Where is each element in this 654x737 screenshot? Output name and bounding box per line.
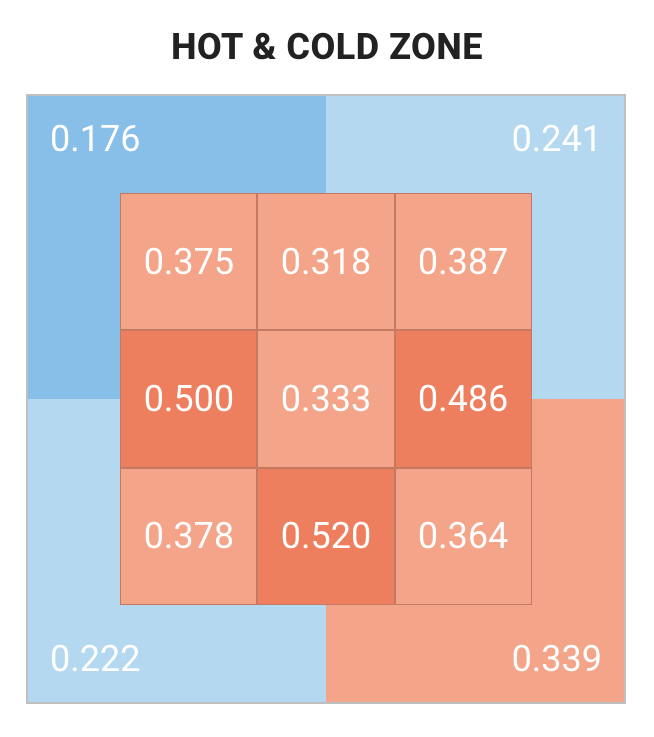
strike-zone-cell: 0.318: [257, 193, 394, 330]
strike-zone-cell: 0.333: [257, 330, 394, 467]
outer-zone-value: 0.241: [512, 118, 602, 160]
strike-zone-cell: 0.387: [395, 193, 532, 330]
strike-zone-cell: 0.364: [395, 468, 532, 605]
strike-zone-cell: 0.500: [120, 330, 257, 467]
hot-cold-zone-chart: 0.176 0.241 0.222 0.339 0.375 0.318 0.38…: [26, 94, 626, 704]
strike-zone-cell: 0.375: [120, 193, 257, 330]
strike-zone-grid: 0.375 0.318 0.387 0.500 0.333 0.486 0.37…: [120, 193, 531, 605]
chart-title: HOT & COLD ZONE: [26, 26, 628, 68]
outer-zone-value: 0.339: [512, 638, 602, 680]
strike-zone-cell: 0.486: [395, 330, 532, 467]
outer-zone-value: 0.176: [50, 118, 140, 160]
strike-zone-cell: 0.520: [257, 468, 394, 605]
outer-zone-value: 0.222: [50, 638, 140, 680]
strike-zone-cell: 0.378: [120, 468, 257, 605]
